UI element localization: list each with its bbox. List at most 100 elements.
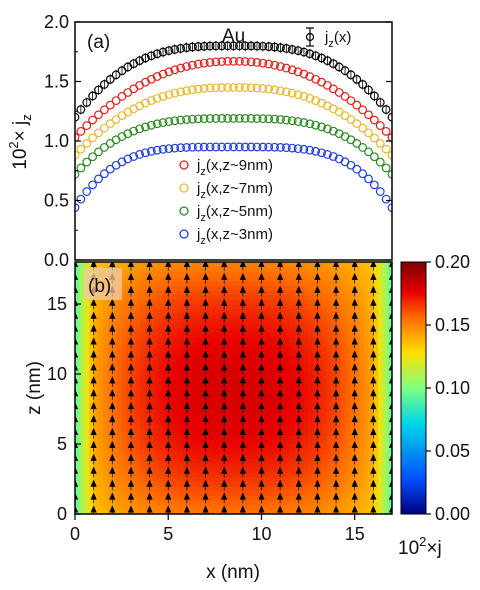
- heatmap-cell: [116, 327, 123, 333]
- vector-arrow: [90, 401, 97, 413]
- heatmap-cell: [326, 481, 332, 487]
- heatmap-cell: [154, 458, 160, 464]
- heatmap-cell: [331, 332, 337, 338]
- heatmap-cell: [382, 332, 388, 338]
- heatmap-cell: [359, 327, 365, 333]
- heatmap-cell: [172, 467, 179, 473]
- heatmap-cell: [387, 294, 392, 300]
- heatmap-cell: [186, 504, 193, 510]
- heatmap-cell: [242, 411, 249, 417]
- vector-arrow: [146, 492, 153, 504]
- heatmap-cell: [135, 504, 141, 510]
- heatmap-cell: [317, 262, 323, 268]
- heatmap-cell: [112, 397, 118, 403]
- heatmap-cell: [275, 448, 281, 454]
- heatmap-cell: [135, 472, 141, 478]
- heatmap-cell: [154, 318, 160, 324]
- data-point: [229, 41, 238, 51]
- heatmap-cell: [317, 313, 323, 319]
- heatmap-cell: [224, 350, 230, 356]
- heatmap-cell: [224, 444, 230, 450]
- heatmap-cell: [266, 504, 272, 510]
- heatmap-cell: [214, 383, 221, 389]
- heatmap-cell: [224, 448, 230, 454]
- heatmap-cell: [326, 276, 332, 282]
- heatmap-cell: [284, 472, 291, 478]
- legend-marker: [179, 160, 189, 170]
- heatmap-cell: [172, 280, 179, 286]
- vector-arrow: [183, 272, 191, 284]
- heatmap-cell: [303, 332, 309, 338]
- heatmap-cell: [154, 453, 160, 459]
- heatmap-cell: [373, 472, 379, 478]
- heatmap-cell: [252, 271, 258, 277]
- heatmap-cell: [177, 490, 183, 496]
- heatmap-cell: [266, 416, 272, 422]
- heatmap-cell: [224, 318, 230, 324]
- heatmap-cell: [289, 467, 295, 473]
- heatmap-cell: [158, 299, 165, 305]
- heatmap-cell: [322, 495, 328, 501]
- heatmap-cell: [331, 453, 337, 459]
- heatmap-cell: [266, 383, 272, 389]
- heatmap-cell: [191, 369, 197, 375]
- heatmap-cell: [256, 294, 263, 300]
- heatmap-cell: [340, 448, 346, 454]
- vector-arrow: [239, 272, 246, 284]
- heatmap-cell: [280, 397, 286, 403]
- heatmap-cell: [331, 350, 337, 356]
- heatmap-cell: [158, 294, 165, 300]
- heatmap-cell: [312, 280, 319, 286]
- heatmap-cell: [182, 374, 188, 380]
- heatmap-cell: [79, 411, 85, 417]
- heatmap-cell: [182, 313, 188, 319]
- data-point: [234, 56, 244, 66]
- heatmap-cell: [154, 481, 160, 487]
- heatmap-cell: [200, 336, 207, 342]
- heatmap-cell: [326, 504, 332, 510]
- heatmap-cell: [130, 276, 137, 282]
- vector-arrow: [90, 466, 97, 478]
- heatmap-cell: [177, 392, 183, 398]
- heatmap-cell: [154, 327, 160, 333]
- heatmap-cell: [196, 318, 202, 324]
- heatmap-cell: [107, 500, 113, 506]
- heatmap-cell: [294, 486, 300, 492]
- heatmap-cell: [331, 364, 337, 370]
- heatmap-cell: [280, 411, 286, 417]
- vector-arrow: [276, 414, 284, 426]
- vector-arrow: [127, 350, 135, 362]
- heatmap-cell: [368, 294, 374, 300]
- heatmap-cell: [112, 350, 118, 356]
- heatmap-cell: [317, 406, 323, 412]
- data-point: [252, 114, 262, 123]
- heatmap-cell: [121, 411, 127, 417]
- heatmap-cell: [158, 481, 165, 487]
- heatmap-cell: [238, 416, 244, 422]
- heatmap-cell: [121, 360, 127, 366]
- heatmap-cell: [373, 299, 379, 305]
- heatmap-cell: [336, 322, 342, 328]
- data-point: [76, 194, 86, 204]
- heatmap-cell: [191, 402, 197, 408]
- heatmap-cell: [345, 280, 351, 286]
- heatmap-cell: [261, 276, 267, 282]
- heatmap-cell: [373, 444, 379, 450]
- heatmap-cell: [172, 290, 179, 296]
- heatmap-cell: [214, 453, 221, 459]
- heatmap-cell: [163, 453, 169, 459]
- heatmap-cell: [326, 402, 332, 408]
- heatmap-cell: [387, 266, 392, 272]
- heatmap-cell: [378, 262, 384, 268]
- heatmap-cell: [317, 397, 323, 403]
- heatmap-cell: [266, 346, 272, 352]
- heatmap-cell: [107, 318, 113, 324]
- heatmap-cell: [75, 462, 81, 468]
- vector-arrow: [183, 376, 191, 387]
- heatmap-cell: [345, 308, 351, 314]
- heatmap-cell: [289, 383, 295, 389]
- heatmap-cell: [154, 364, 160, 370]
- y-tick-label: 1.0: [44, 131, 69, 151]
- heatmap-cell: [359, 495, 365, 501]
- heatmap-cell: [224, 476, 230, 482]
